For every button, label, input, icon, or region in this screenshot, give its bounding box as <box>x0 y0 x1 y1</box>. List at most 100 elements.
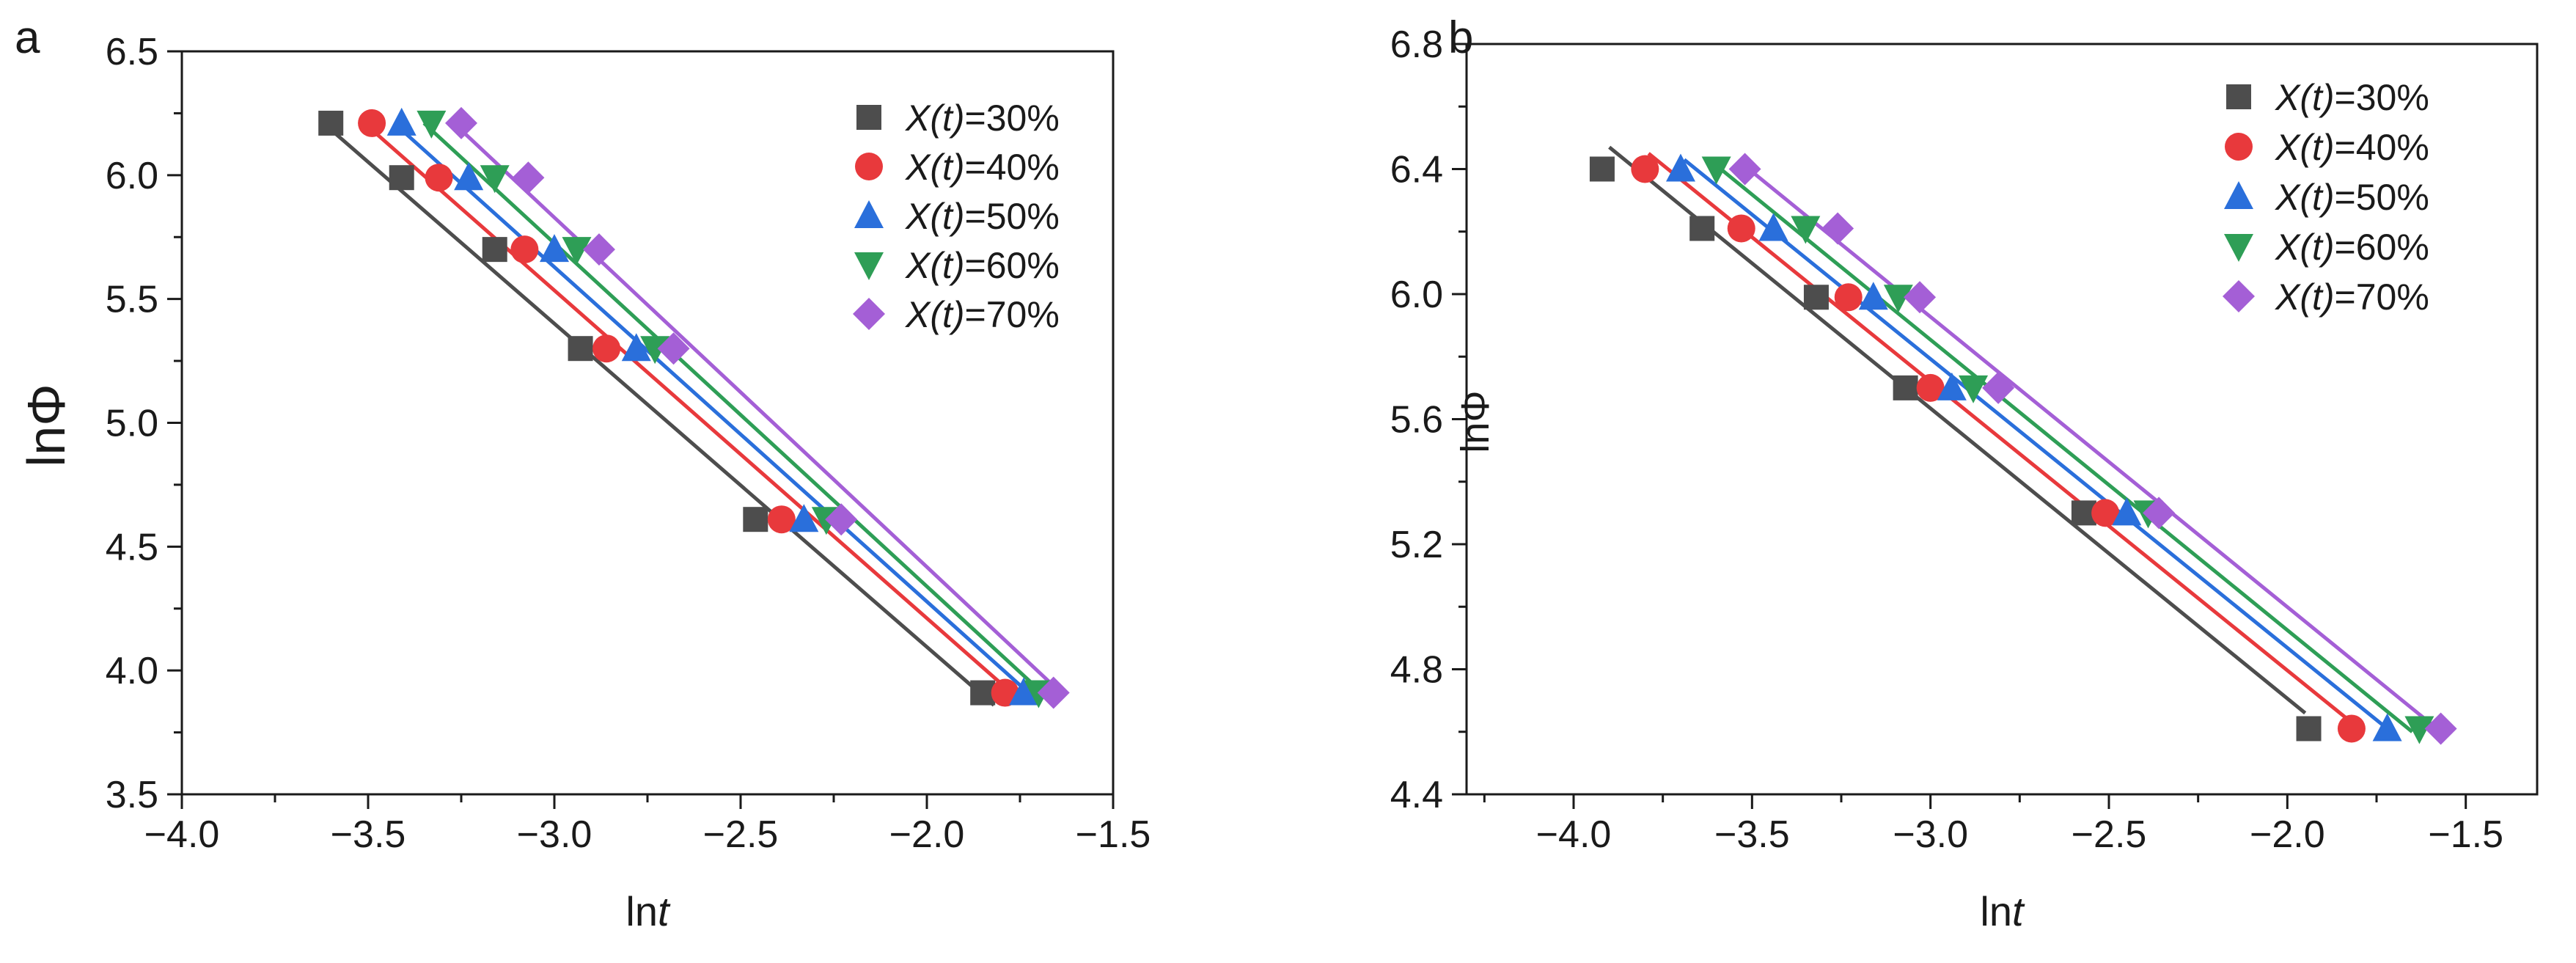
data-point <box>2091 499 2120 527</box>
x-tick-label: −4.0 <box>144 813 220 856</box>
legend-label-rest: =50% <box>2335 177 2429 218</box>
y-axis-label: lnΦ <box>1453 390 1497 453</box>
data-point <box>318 110 344 136</box>
series-3-points <box>1701 156 2434 744</box>
data-point <box>1791 216 1821 244</box>
data-point <box>1689 216 1715 241</box>
y-tick-label: 3.5 <box>106 774 158 816</box>
data-point <box>1959 375 1989 403</box>
x-tick-label: −3.5 <box>1714 813 1790 856</box>
data-point <box>1009 677 1039 706</box>
data-point <box>386 107 417 136</box>
legend-label-rest: =60% <box>965 245 1060 286</box>
series-4 <box>1744 164 2443 733</box>
data-point <box>1893 375 1918 400</box>
data-point <box>582 233 615 266</box>
data-point <box>1728 153 1761 186</box>
legend-label-italic: X(t) <box>2275 177 2335 218</box>
legend-marker <box>855 153 883 180</box>
data-point <box>2372 713 2402 742</box>
series-1-points <box>358 109 1019 707</box>
data-point <box>1803 285 1829 310</box>
data-point <box>1982 371 2015 404</box>
series-4-points <box>1728 153 2457 745</box>
data-point <box>1758 213 1788 241</box>
panel-b: −4.0 −3.5 −3.0 −2.5 −2.0 −1.5 4.4 4.8 5.2 5.6 6.0 6… <box>1390 12 2539 934</box>
legend-label-italic: X(t) <box>905 147 965 188</box>
data-point <box>2404 716 2434 744</box>
legend-label: X(t)=40% <box>905 147 1060 188</box>
data-point <box>743 507 768 532</box>
x-tick-label: −3.0 <box>517 813 592 856</box>
legend-label-rest: =40% <box>965 147 1060 188</box>
series-4-points <box>445 106 1070 709</box>
data-point <box>767 505 796 534</box>
data-point <box>389 165 414 191</box>
x-tick-label: −1.5 <box>2428 813 2503 856</box>
legend-marker <box>2224 234 2253 262</box>
series-2-points <box>1666 153 2402 742</box>
data-point <box>640 336 670 365</box>
fit-line <box>1744 164 2443 733</box>
legend-label-italic: X(t) <box>905 294 965 335</box>
legend-label-rest: =70% <box>2335 277 2429 318</box>
legend-label: X(t)=30% <box>2275 77 2429 118</box>
legend-label-italic: X(t) <box>2275 277 2335 318</box>
data-point <box>825 503 858 536</box>
y-tick-label: 5.5 <box>106 279 158 321</box>
legend-item: X(t)=70% <box>853 294 1060 335</box>
legend-label: X(t)=60% <box>2275 227 2429 268</box>
fit-line <box>1683 158 2389 731</box>
legend-label: X(t)=30% <box>905 98 1060 139</box>
data-point <box>482 237 507 263</box>
data-point <box>512 161 545 194</box>
data-point <box>2337 714 2366 743</box>
data-point <box>1883 285 1913 313</box>
panel-label: a <box>15 12 40 63</box>
data-point <box>562 237 592 266</box>
legend-label: X(t)=70% <box>2275 277 2429 318</box>
y-tick-label: 4.4 <box>1390 774 1443 816</box>
series-4 <box>452 122 1063 695</box>
legend-label-rest: =50% <box>965 196 1060 237</box>
series-2 <box>392 122 1032 697</box>
series-2 <box>1683 158 2389 731</box>
legend-marker <box>2225 133 2253 161</box>
legend-label-rest: =60% <box>2335 227 2429 268</box>
x-axis-label-italic: t <box>658 888 671 934</box>
legend-marker <box>854 252 884 280</box>
data-point <box>1834 283 1863 312</box>
fit-line <box>1608 145 2307 715</box>
y-tick-label: 6.0 <box>106 155 158 197</box>
x-axis-label-main: ln <box>625 888 658 934</box>
y-tick-label: 6.5 <box>106 31 158 73</box>
y-tick-label: 6.4 <box>1390 149 1443 191</box>
legend-marker <box>2223 280 2255 312</box>
x-tick-label: −3.0 <box>1893 813 1968 856</box>
data-point <box>510 235 539 264</box>
legend-item: X(t)=40% <box>2225 127 2429 168</box>
fit-line <box>392 122 1032 697</box>
data-point <box>1821 212 1854 245</box>
legend-label: X(t)=60% <box>905 245 1060 286</box>
y-axis-label: lnΦ <box>18 384 76 466</box>
series-1 <box>1647 152 2353 724</box>
data-point <box>454 162 484 191</box>
y-tick-label: 6.8 <box>1390 23 1443 66</box>
fit-line <box>422 122 1044 695</box>
x-tick-label: −1.5 <box>1076 813 1151 856</box>
legend-item: X(t)=50% <box>2224 177 2429 218</box>
data-point <box>789 504 819 532</box>
data-point <box>970 680 996 706</box>
series-0 <box>1608 145 2307 715</box>
x-tick-label: −2.5 <box>703 813 779 856</box>
data-point <box>425 164 453 192</box>
data-point <box>2143 497 2176 530</box>
data-point <box>2112 497 2142 526</box>
data-point <box>1666 153 1695 182</box>
data-point <box>445 106 477 139</box>
fit-line <box>363 122 1021 702</box>
panel-a: −4.0 −3.5 −3.0 −2.5 −2.0 −1.5 3.5 4.0 4.5 5.0 5.5 6… <box>15 12 1151 934</box>
y-tick-label: 5.0 <box>106 403 158 445</box>
